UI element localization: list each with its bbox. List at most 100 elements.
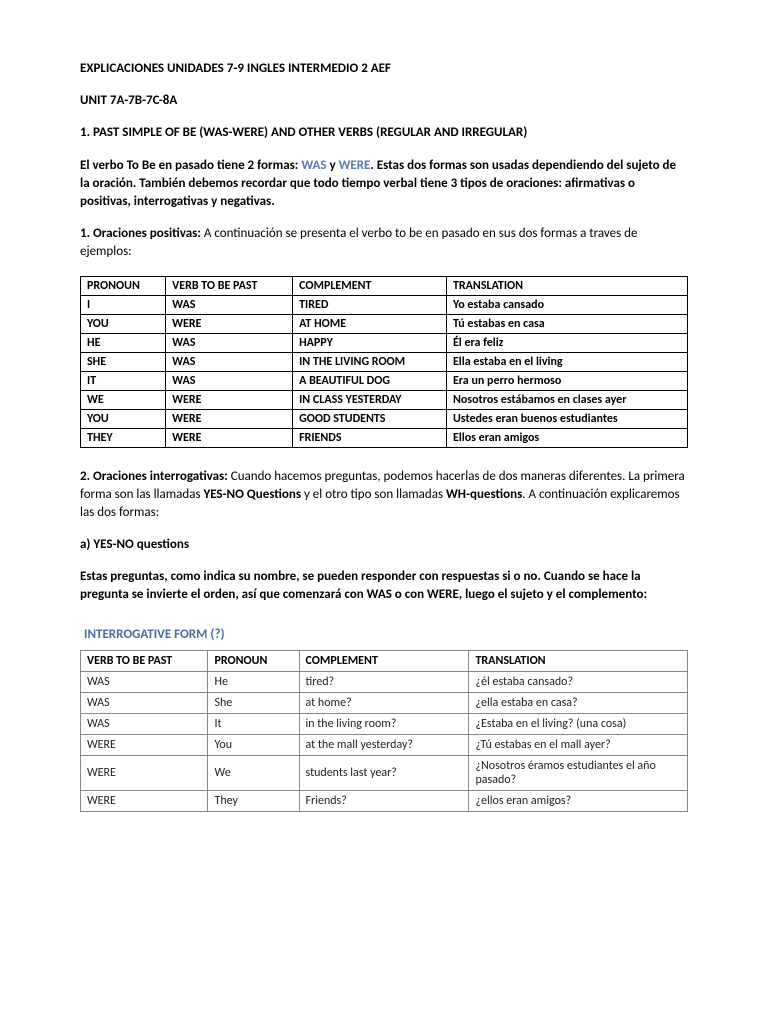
table-header: VERB TO BE PAST	[81, 650, 208, 671]
table-cell: TIRED	[293, 295, 447, 314]
complement-cell: at home?	[299, 692, 469, 713]
translation-cell: ¿Nosotros éramos estudiantes el año pasa…	[469, 755, 688, 790]
table-cell: Yo estaba cansado	[446, 295, 687, 314]
positive-table-body: IWASTIREDYo estaba cansadoYOUWEREAT HOME…	[81, 295, 688, 447]
table-cell: IT	[81, 371, 166, 390]
table-cell: HAPPY	[293, 333, 447, 352]
pronoun-cell: We	[208, 755, 299, 790]
verb-cell: WERE	[81, 755, 208, 790]
table-cell: I	[81, 295, 166, 314]
table-cell: GOOD STUDENTS	[293, 409, 447, 428]
table-header: PRONOUN	[81, 276, 166, 295]
table-cell: WERE	[166, 409, 293, 428]
table-row: WASSheat home?¿ella estaba en casa?	[81, 692, 688, 713]
table-cell: FRIENDS	[293, 428, 447, 447]
int-label: 2. Oraciones interrogativas:	[80, 469, 228, 484]
table-header: COMPLEMENT	[293, 276, 447, 295]
pronoun-cell: They	[208, 790, 299, 811]
table-cell: WAS	[166, 371, 293, 390]
pos-label: 1. Oraciones positivas:	[80, 226, 201, 241]
doc-title: EXPLICACIONES UNIDADES 7-9 INGLES INTERM…	[80, 60, 688, 78]
intro-were: WERE	[339, 158, 371, 173]
translation-cell: ¿Estaba en el living? (una cosa)	[469, 713, 688, 734]
table-cell: Era un perro hermoso	[446, 371, 687, 390]
intro-was: WAS	[301, 158, 326, 173]
translation-cell: ¿Tú estabas en el mall ayer?	[469, 734, 688, 755]
table-cell: Ella estaba en el living	[446, 352, 687, 371]
translation-cell: ¿ellos eran amigos?	[469, 790, 688, 811]
pronoun-cell: You	[208, 734, 299, 755]
complement-cell: tired?	[299, 671, 469, 692]
table-cell: Tú estabas en casa	[446, 314, 687, 333]
table-header: TRANSLATION	[446, 276, 687, 295]
table-row: WEREWestudents last year?¿Nosotros éramo…	[81, 755, 688, 790]
complement-cell: at the mall yesterday?	[299, 734, 469, 755]
table-cell: THEY	[81, 428, 166, 447]
positive-table: PRONOUNVERB TO BE PASTCOMPLEMENTTRANSLAT…	[80, 276, 688, 448]
table-cell: Nosotros estábamos en clases ayer	[446, 390, 687, 409]
table-cell: HE	[81, 333, 166, 352]
table-row: SHEWASIN THE LIVING ROOMElla estaba en e…	[81, 352, 688, 371]
table-row: WEREYouat the mall yesterday?¿Tú estabas…	[81, 734, 688, 755]
pronoun-cell: It	[208, 713, 299, 734]
table-row: THEYWEREFRIENDSEllos eran amigos	[81, 428, 688, 447]
int-text-mid: y el otro tipo son llamadas	[301, 487, 446, 502]
table-cell: WAS	[166, 333, 293, 352]
section-1-heading: 1. PAST SIMPLE OF BE (WAS-WERE) AND OTHE…	[80, 124, 688, 142]
yesno-term: YES-NO Questions	[203, 487, 301, 502]
verb-cell: WERE	[81, 734, 208, 755]
table-cell: SHE	[81, 352, 166, 371]
table-row: IWASTIREDYo estaba cansado	[81, 295, 688, 314]
table-header: VERB TO BE PAST	[166, 276, 293, 295]
table-cell: Ustedes eran buenos estudiantes	[446, 409, 687, 428]
verb-cell: WERE	[81, 790, 208, 811]
table-cell: IN THE LIVING ROOM	[293, 352, 447, 371]
verb-cell: WAS	[81, 713, 208, 734]
pronoun-cell: She	[208, 692, 299, 713]
table-row: ITWASA BEAUTIFUL DOGEra un perro hermoso	[81, 371, 688, 390]
complement-cell: in the living room?	[299, 713, 469, 734]
table-cell: WERE	[166, 390, 293, 409]
translation-cell: ¿ella estaba en casa?	[469, 692, 688, 713]
table-header: COMPLEMENT	[299, 650, 469, 671]
table-row: YOUWEREGOOD STUDENTSUstedes eran buenos …	[81, 409, 688, 428]
pronoun-cell: He	[208, 671, 299, 692]
table-cell: Ellos eran amigos	[446, 428, 687, 447]
table-cell: WERE	[166, 314, 293, 333]
intro-pre: El verbo To Be en pasado tiene 2 formas:	[80, 158, 301, 173]
table-cell: WERE	[166, 428, 293, 447]
table-cell: AT HOME	[293, 314, 447, 333]
table-cell: WE	[81, 390, 166, 409]
table-row: WEWEREIN CLASS YESTERDAYNosotros estábam…	[81, 390, 688, 409]
intro-y: y	[327, 158, 339, 173]
complement-cell: students last year?	[299, 755, 469, 790]
interrogative-table-title: INTERROGATIVE FORM (?)	[84, 627, 688, 642]
document-page: EXPLICACIONES UNIDADES 7-9 INGLES INTERM…	[0, 0, 768, 872]
verb-cell: WAS	[81, 692, 208, 713]
table-row: WASHetired?¿él estaba cansado?	[81, 671, 688, 692]
unit-heading: UNIT 7A-7B-7C-8A	[80, 92, 688, 110]
sub-a-heading: a) YES-NO questions	[80, 536, 688, 554]
table-cell: WAS	[166, 295, 293, 314]
interrogative-intro: 2. Oraciones interrogativas: Cuando hace…	[80, 468, 688, 523]
table-cell: IN CLASS YESTERDAY	[293, 390, 447, 409]
interrogative-table-head: VERB TO BE PASTPRONOUNCOMPLEMENTTRANSLAT…	[81, 650, 688, 671]
table-header: TRANSLATION	[469, 650, 688, 671]
table-cell: A BEAUTIFUL DOG	[293, 371, 447, 390]
complement-cell: Friends?	[299, 790, 469, 811]
translation-cell: ¿él estaba cansado?	[469, 671, 688, 692]
table-cell: YOU	[81, 314, 166, 333]
interrogative-table-body: WASHetired?¿él estaba cansado?WASSheat h…	[81, 671, 688, 811]
intro-paragraph: El verbo To Be en pasado tiene 2 formas:…	[80, 157, 688, 212]
table-row: WERETheyFriends?¿ellos eran amigos?	[81, 790, 688, 811]
table-row: WASItin the living room?¿Estaba en el li…	[81, 713, 688, 734]
interrogative-table: VERB TO BE PASTPRONOUNCOMPLEMENTTRANSLAT…	[80, 650, 688, 812]
table-header: PRONOUN	[208, 650, 299, 671]
positive-sentences-intro: 1. Oraciones positivas: A continuación s…	[80, 225, 688, 261]
table-row: HEWASHAPPYÉl era feliz	[81, 333, 688, 352]
table-cell: WAS	[166, 352, 293, 371]
table-cell: YOU	[81, 409, 166, 428]
table-row: YOUWEREAT HOMETú estabas en casa	[81, 314, 688, 333]
interrogative-table-wrap: INTERROGATIVE FORM (?) VERB TO BE PASTPR…	[80, 627, 688, 812]
verb-cell: WAS	[81, 671, 208, 692]
